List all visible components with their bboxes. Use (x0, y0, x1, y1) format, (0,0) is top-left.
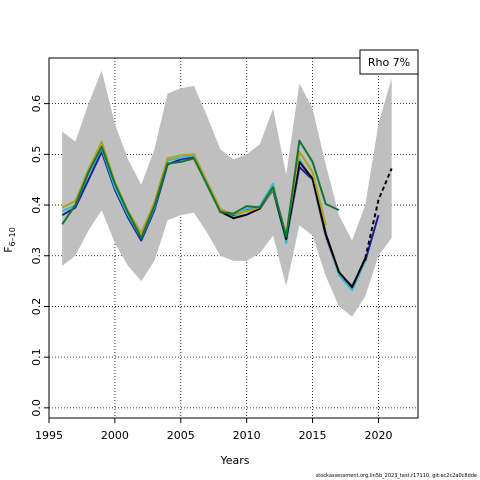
y-tick-label: 0.0 (30, 399, 43, 417)
plot-frame (48, 57, 419, 419)
y-axis: 0.0 0.1 0.2 0.3 0.4 0.5 0.6 (30, 95, 49, 417)
y-tick-label: 0.2 (30, 298, 43, 316)
x-tick-label: 2005 (167, 429, 195, 442)
series-line-3 (219, 160, 367, 289)
footer-text: stockassessment.org,lin5b_2023_test,r171… (316, 473, 477, 479)
x-tick-label: 1995 (35, 429, 63, 442)
series-lines (61, 139, 393, 292)
x-axis: 1995 2000 2005 2010 2015 2020 (35, 418, 392, 442)
y-axis-title-sub: 6–10 (8, 227, 17, 246)
y-tick-label: 0.1 (30, 348, 43, 366)
x-tick-label: 2000 (101, 429, 129, 442)
confidence-band (62, 70, 392, 317)
x-tick-label: 2015 (299, 429, 327, 442)
x-tick-label: 2020 (364, 429, 392, 442)
x-axis-title: Years (219, 454, 249, 467)
legend-text: Rho 7% (368, 56, 410, 69)
series-line-6 (61, 139, 340, 239)
y-tick-label: 0.3 (30, 247, 43, 264)
y-axis-title: F6–10 (2, 227, 17, 253)
x-tick-label: 2010 (233, 429, 261, 442)
band-area (62, 70, 392, 317)
legend: Rho 7% (359, 49, 419, 75)
y-tick-label: 0.6 (30, 95, 43, 113)
series-line-4 (364, 168, 393, 259)
y-tick-label: 0.5 (30, 146, 43, 164)
y-tick-label: 0.4 (30, 196, 43, 214)
y-axis-title-main: F (2, 246, 15, 252)
legend-box (359, 49, 419, 75)
